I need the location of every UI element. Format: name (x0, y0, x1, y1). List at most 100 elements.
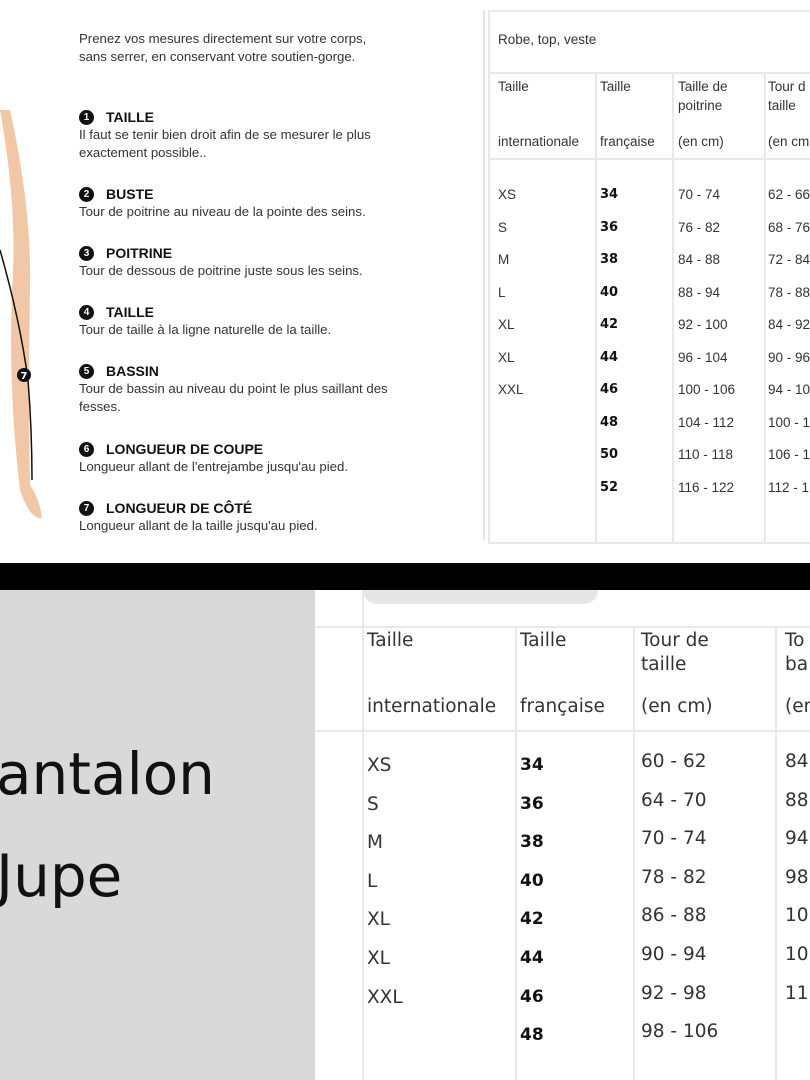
table-cell: 34 (520, 755, 544, 775)
table-cell: 98 - 106 (641, 1021, 719, 1043)
number-badge-icon: 5 (79, 363, 94, 379)
column-header: taille (768, 98, 796, 113)
guide-item: 4 TAILLE Tour de taille à la ligne naturel… (79, 303, 331, 339)
column-header: Taille (600, 79, 631, 94)
table-cell: XL (498, 349, 515, 365)
table-cell: 48 (600, 414, 619, 430)
column-header: taille (641, 654, 687, 675)
category-jupe: Jupe (0, 842, 123, 910)
table-cell: 38 (600, 252, 619, 267)
column-header: française (600, 134, 655, 149)
guide-item-text: Longueur allant de la taille jusqu'au pi… (79, 518, 318, 533)
table-cell: 70 - 74 (641, 828, 707, 850)
guide-item-text: fesses. (79, 399, 121, 414)
column-header: internationale (367, 696, 497, 717)
table-cell: 100 - 106 (678, 382, 736, 397)
table-cell: 96 - 104 (678, 349, 728, 365)
guide-item-title: TAILLE (106, 304, 154, 320)
measurement-guide-section: 7 Prenez vos mesures directement sur vot… (0, 10, 810, 544)
table-cell: 90 - 94 (641, 944, 707, 965)
guide-item-heading: 3 POITRINE (79, 244, 363, 262)
intro-line: sans serrer, en conservant votre soutien… (79, 49, 356, 64)
column-header: Tour d (768, 79, 806, 94)
table-cell: 110 - 118 (678, 447, 734, 462)
table-cell: 116 - 122 (678, 479, 735, 495)
table-title: Robe, top, veste (498, 32, 597, 47)
table-cell: 100 - 1 (768, 414, 810, 430)
table-cell: XS (367, 755, 392, 776)
guide-item-text: Tour de bassin au niveau du point le plu… (79, 381, 388, 396)
number-badge-icon: 2 (79, 186, 94, 202)
table-cell: 44 (600, 349, 619, 365)
table-cell: 36 (520, 793, 544, 814)
column-header: (en cm (768, 134, 810, 149)
table-cell: 78 - 82 (641, 866, 707, 888)
column-header: Taille de (678, 79, 728, 94)
guide-item-title: BASSIN (106, 363, 159, 379)
guide-item-heading: 7 LONGUEUR DE CÔTÉ (79, 499, 318, 517)
guide-item-title: POITRINE (106, 245, 173, 261)
guide-item-heading: 1 TAILLE (79, 108, 371, 126)
table-cell: 92 - 98 (641, 982, 707, 1004)
guide-item-text: Il faut se tenir bien droit afin de se m… (79, 127, 371, 142)
guide-item: 7 LONGUEUR DE CÔTÉ Longueur allant de la t… (79, 499, 318, 535)
guide-item-text: Tour de poitrine au niveau de la pointe … (79, 204, 366, 219)
guide-item-heading: 6 LONGUEUR DE COUPE (79, 440, 348, 458)
size-table-pantalon-jupe: Taille internationale Taille française Tour … (315, 590, 810, 1080)
guide-item-title: TAILLE (106, 109, 154, 125)
column-header: (en cm) (641, 696, 713, 717)
size-table-robe-top-veste: Robe, top, veste Taille internationale Tail… (488, 10, 810, 544)
guide-item-heading: 5 BASSIN (79, 362, 388, 380)
number-badge-icon: 6 (79, 441, 94, 457)
table-cell: 10 (785, 905, 809, 927)
table-cell: XXL (498, 382, 524, 397)
figure-marker: 7 (21, 371, 28, 382)
column-divider (775, 626, 777, 1080)
table-cell: XL (498, 317, 515, 332)
divider (483, 10, 485, 540)
table-cell: 50 (600, 447, 619, 462)
number-badge-icon: 7 (79, 500, 94, 516)
row-divider (315, 730, 810, 732)
table-cell: 42 (600, 317, 619, 332)
table-cell: 42 (520, 909, 544, 930)
column-header: (er (785, 696, 810, 717)
table-cell: XL (367, 948, 390, 969)
table-cell: 48 (520, 1025, 544, 1046)
table-cell: 70 - 74 (678, 187, 721, 202)
table-cell: 112 - 1 (768, 479, 810, 495)
guide-item: 3 POITRINE Tour de dessous de poitrine jus… (79, 244, 363, 280)
table-cell: 94 - 10 (768, 382, 810, 397)
guide-item-text: Longueur allant de l'entrejambe jusqu'au… (79, 459, 348, 474)
column-divider (633, 626, 635, 1080)
table-cell: 64 - 70 (641, 789, 707, 811)
row-divider (490, 158, 810, 160)
table-cell: 76 - 82 (678, 219, 721, 235)
table-cell: 86 - 88 (641, 905, 707, 927)
column-header: poitrine (678, 98, 723, 113)
table-cell: 34 (600, 187, 619, 202)
column-divider (515, 626, 517, 1080)
table-cell: 84 - 88 (678, 252, 721, 267)
guide-item-text: exactement possible.. (79, 145, 207, 160)
column-divider (362, 590, 364, 1080)
table-cell: XS (498, 187, 517, 202)
guide-item-heading: 2 BUSTE (79, 185, 366, 203)
table-cell: 52 (600, 479, 619, 495)
table-cell: 44 (520, 948, 544, 968)
column-header: To (785, 630, 805, 651)
row-divider (315, 626, 810, 628)
column-divider (764, 74, 766, 542)
guide-item: 1 TAILLE Il faut se tenir bien droit afin … (79, 108, 371, 162)
guide-item-title: BUSTE (106, 186, 154, 202)
table-cell: 10 (785, 944, 809, 965)
table-cell: 36 (600, 219, 619, 235)
table-cell: S (367, 793, 379, 815)
number-badge-icon: 3 (79, 245, 94, 261)
table-cell: 72 - 84 (768, 252, 810, 267)
table-cell: M (498, 252, 510, 267)
column-header: Tour de (641, 630, 709, 651)
table-cell: 78 - 88 (768, 284, 810, 300)
category-panel: antalon Jupe (0, 590, 315, 1080)
column-header: française (520, 696, 605, 717)
